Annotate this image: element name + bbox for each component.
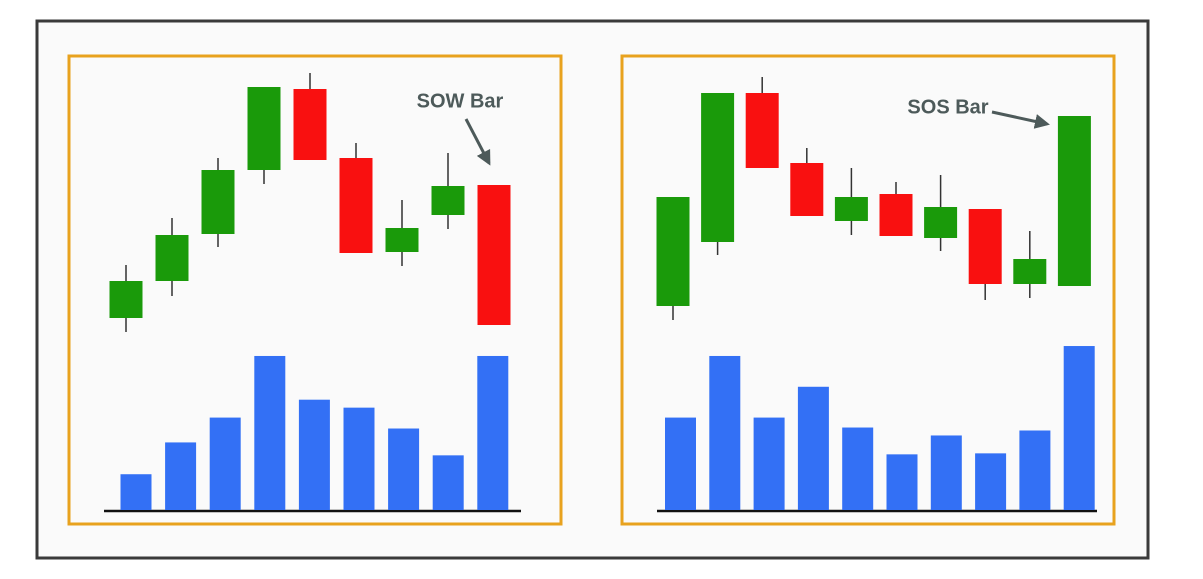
arrow [991, 110, 1050, 129]
candle-body [790, 163, 824, 216]
volume-bar [975, 453, 1007, 510]
volume-bar [298, 399, 330, 510]
volume-bar [886, 454, 918, 510]
candle-body [1013, 259, 1047, 284]
annotation: SOS Bar [907, 96, 988, 118]
volume-bar [842, 427, 874, 510]
candle-body [431, 186, 465, 215]
candle-body [1057, 116, 1091, 286]
volume-bar [254, 355, 286, 510]
candle-body [477, 185, 511, 325]
candle-body [968, 209, 1002, 284]
candle-body [701, 93, 735, 242]
volume-bar [665, 417, 696, 510]
candle-body [109, 281, 143, 318]
candle-body [293, 89, 327, 160]
volume-bar [432, 455, 464, 510]
candle-body [879, 194, 913, 236]
volume-bar [343, 407, 375, 510]
candle-body [745, 93, 779, 168]
arrow [464, 118, 491, 166]
candle-body [924, 207, 958, 238]
volume-bar [1019, 430, 1051, 510]
candle-body [385, 228, 419, 252]
volume-bar [209, 417, 241, 510]
candle-body [155, 235, 189, 281]
annotation: SOW Bar [417, 90, 504, 112]
volume-bar [797, 386, 829, 510]
volume-bar [709, 355, 741, 510]
volume-bar [930, 435, 962, 510]
volume-bar [1063, 346, 1095, 510]
panel-frame [620, 54, 1116, 526]
candle-body [247, 87, 281, 170]
candle-body [339, 158, 373, 253]
candle-body [834, 197, 868, 221]
volume-bar [477, 355, 509, 510]
volume-bar [388, 428, 420, 510]
candle-body [656, 197, 690, 306]
candle-body [201, 170, 235, 234]
volume-bar [120, 474, 152, 510]
volume-bar [753, 417, 785, 510]
volume-bar [165, 442, 197, 510]
panel-frame [67, 54, 563, 526]
